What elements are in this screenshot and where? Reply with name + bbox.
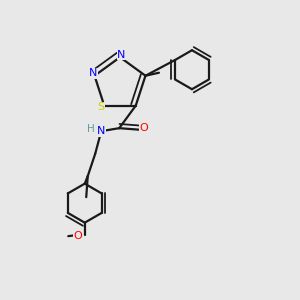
Text: O: O: [74, 231, 82, 241]
Text: S: S: [98, 102, 105, 112]
Text: O: O: [140, 123, 148, 133]
Text: N: N: [89, 68, 97, 78]
Text: N: N: [97, 126, 105, 136]
Text: N: N: [117, 50, 126, 60]
Text: H: H: [87, 124, 94, 134]
